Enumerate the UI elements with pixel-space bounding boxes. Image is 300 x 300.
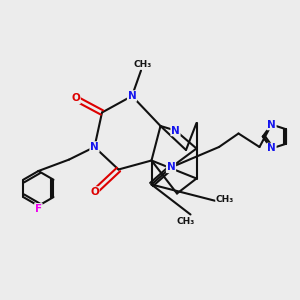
- Text: N: N: [167, 162, 176, 172]
- Text: F: F: [35, 204, 42, 214]
- Text: N: N: [171, 125, 180, 136]
- Text: CH₃: CH₃: [216, 195, 234, 204]
- Text: N: N: [90, 142, 99, 152]
- Text: CH₃: CH₃: [177, 217, 195, 226]
- Text: O: O: [90, 187, 99, 197]
- Text: N: N: [128, 91, 136, 101]
- Text: N: N: [267, 143, 276, 154]
- Text: O: O: [71, 93, 80, 103]
- Text: N: N: [267, 119, 276, 130]
- Text: CH₃: CH₃: [134, 60, 152, 69]
